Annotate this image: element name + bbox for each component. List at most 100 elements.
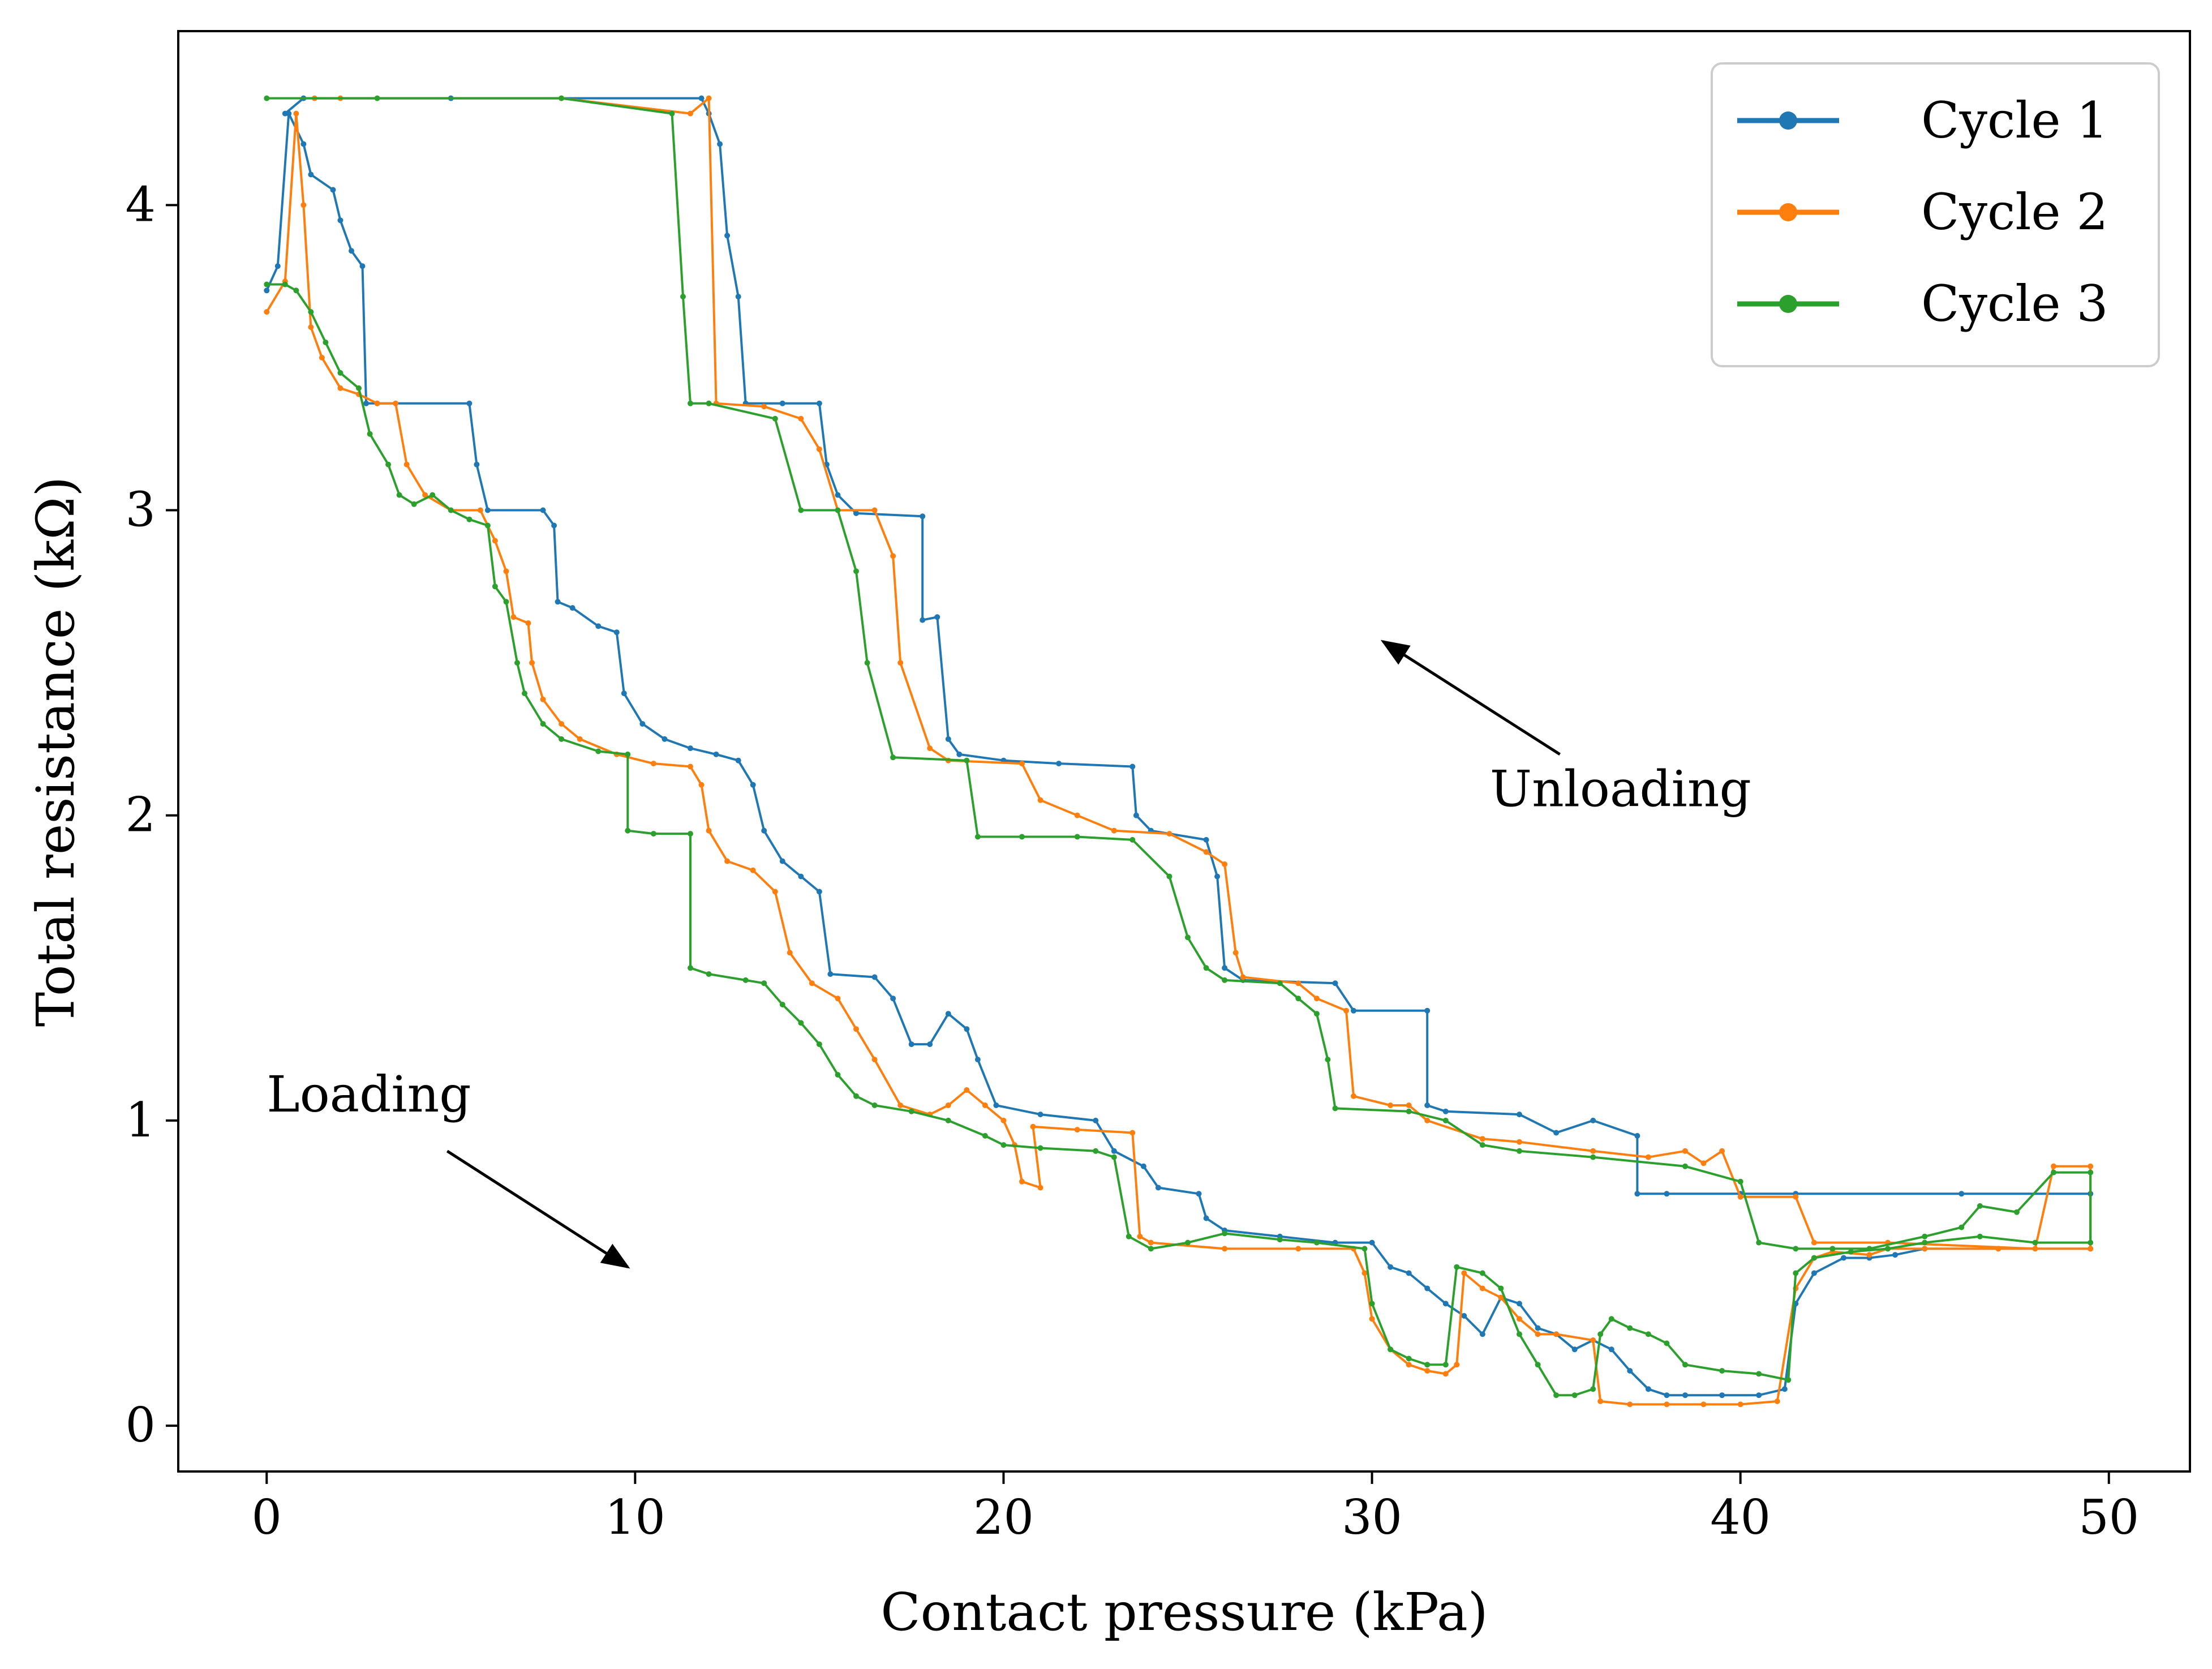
- data-point: [1155, 1185, 1161, 1191]
- data-point: [1185, 934, 1191, 941]
- data-point: [735, 757, 741, 763]
- annotation-arrow-1: [446, 1149, 630, 1269]
- data-point: [920, 513, 926, 520]
- data-point: [698, 95, 705, 101]
- data-point: [927, 745, 933, 752]
- data-point: [853, 568, 859, 574]
- data-point: [945, 1117, 951, 1123]
- data-point: [559, 736, 565, 742]
- data-point: [385, 461, 392, 467]
- data-point: [1785, 1377, 1792, 1383]
- x-tick-label: 30: [1342, 1490, 1402, 1545]
- data-point: [359, 263, 366, 269]
- data-point: [974, 1057, 981, 1063]
- data-point: [1277, 980, 1283, 986]
- data-point: [1719, 1368, 1725, 1374]
- data-point: [835, 492, 841, 498]
- data-point: [1682, 1392, 1688, 1398]
- data-point: [1406, 1102, 1412, 1108]
- legend-item-2: Cycle 2: [1737, 183, 2108, 241]
- data-point: [1133, 812, 1139, 818]
- data-point: [503, 568, 509, 574]
- data-point: [1295, 980, 1302, 986]
- data-point: [1000, 1142, 1007, 1148]
- data-point: [555, 599, 561, 605]
- tick-layer: 0 10 20 30 40 50 0 1 2 3 4: [126, 177, 2140, 1545]
- data-point: [300, 202, 307, 208]
- data-point: [706, 400, 712, 406]
- data-point: [724, 858, 731, 864]
- legend-item-3: Cycle 3: [1737, 274, 2108, 333]
- data-point: [1222, 965, 1228, 971]
- data-point: [1719, 1392, 1725, 1398]
- data-point: [1332, 980, 1338, 986]
- data-point: [1737, 1401, 1743, 1408]
- data-point: [510, 614, 517, 620]
- data-point: [282, 281, 288, 288]
- data-point: [1406, 1355, 1412, 1362]
- data-point: [1424, 1102, 1431, 1108]
- data-point: [871, 974, 878, 980]
- data-point: [835, 996, 841, 1002]
- data-point: [374, 95, 380, 101]
- data-point: [595, 748, 602, 754]
- data-point: [1829, 1246, 1836, 1252]
- series-2: [264, 95, 2094, 1408]
- data-point: [688, 400, 693, 406]
- data-point: [1977, 1203, 1983, 1209]
- data-point: [1597, 1331, 1604, 1337]
- data-point: [2088, 1246, 2094, 1252]
- data-point: [1498, 1294, 1504, 1301]
- data-point: [1535, 1325, 1541, 1331]
- x-tick-label: 10: [605, 1490, 665, 1545]
- data-point: [1111, 1154, 1117, 1160]
- data-point: [1214, 873, 1221, 879]
- data-point: [974, 834, 981, 840]
- data-point: [688, 965, 693, 971]
- legend-marker: [1779, 295, 1797, 313]
- data-point: [1093, 1148, 1099, 1154]
- data-point: [1203, 965, 1209, 971]
- data-point: [890, 754, 896, 761]
- data-point: [1277, 1237, 1283, 1243]
- data-point: [1756, 1392, 1762, 1398]
- data-point: [993, 1102, 999, 1108]
- data-point: [761, 980, 767, 986]
- data-point: [750, 782, 756, 788]
- data-point: [1811, 1255, 1817, 1261]
- data-point: [816, 400, 822, 406]
- data-point: [1608, 1316, 1614, 1322]
- data-point: [1369, 1316, 1375, 1322]
- data-point: [1922, 1239, 1928, 1246]
- data-point: [367, 431, 373, 437]
- data-point: [650, 761, 656, 767]
- data-point: [871, 1057, 878, 1063]
- data-point: [1517, 1301, 1522, 1307]
- data-point: [798, 1020, 804, 1026]
- data-point: [1030, 1123, 1036, 1130]
- data-point: [448, 507, 454, 513]
- y-axis-title: Total resistance (kΩ): [25, 477, 86, 1027]
- data-point: [639, 721, 646, 727]
- data-point: [1140, 1163, 1146, 1169]
- data-point: [1841, 1255, 1846, 1261]
- data-point: [1590, 1154, 1596, 1160]
- data-point: [680, 294, 686, 300]
- data-point: [1553, 1392, 1560, 1398]
- data-point: [1682, 1163, 1688, 1169]
- y-tick-label: 3: [126, 482, 156, 538]
- legend-item-1: Cycle 1: [1737, 91, 2108, 149]
- data-point: [964, 1087, 970, 1093]
- data-point: [1664, 1401, 1670, 1408]
- data-point: [1369, 1239, 1375, 1246]
- data-point: [264, 95, 270, 101]
- legend-label: Cycle 2: [1921, 183, 2108, 241]
- data-point: [1517, 1148, 1522, 1154]
- data-point: [1517, 1331, 1522, 1337]
- data-point: [1388, 1264, 1394, 1270]
- data-point: [1590, 1148, 1596, 1154]
- data-point: [835, 507, 841, 513]
- data-point: [1019, 761, 1025, 767]
- data-point: [1664, 1191, 1670, 1197]
- data-point: [2032, 1239, 2038, 1246]
